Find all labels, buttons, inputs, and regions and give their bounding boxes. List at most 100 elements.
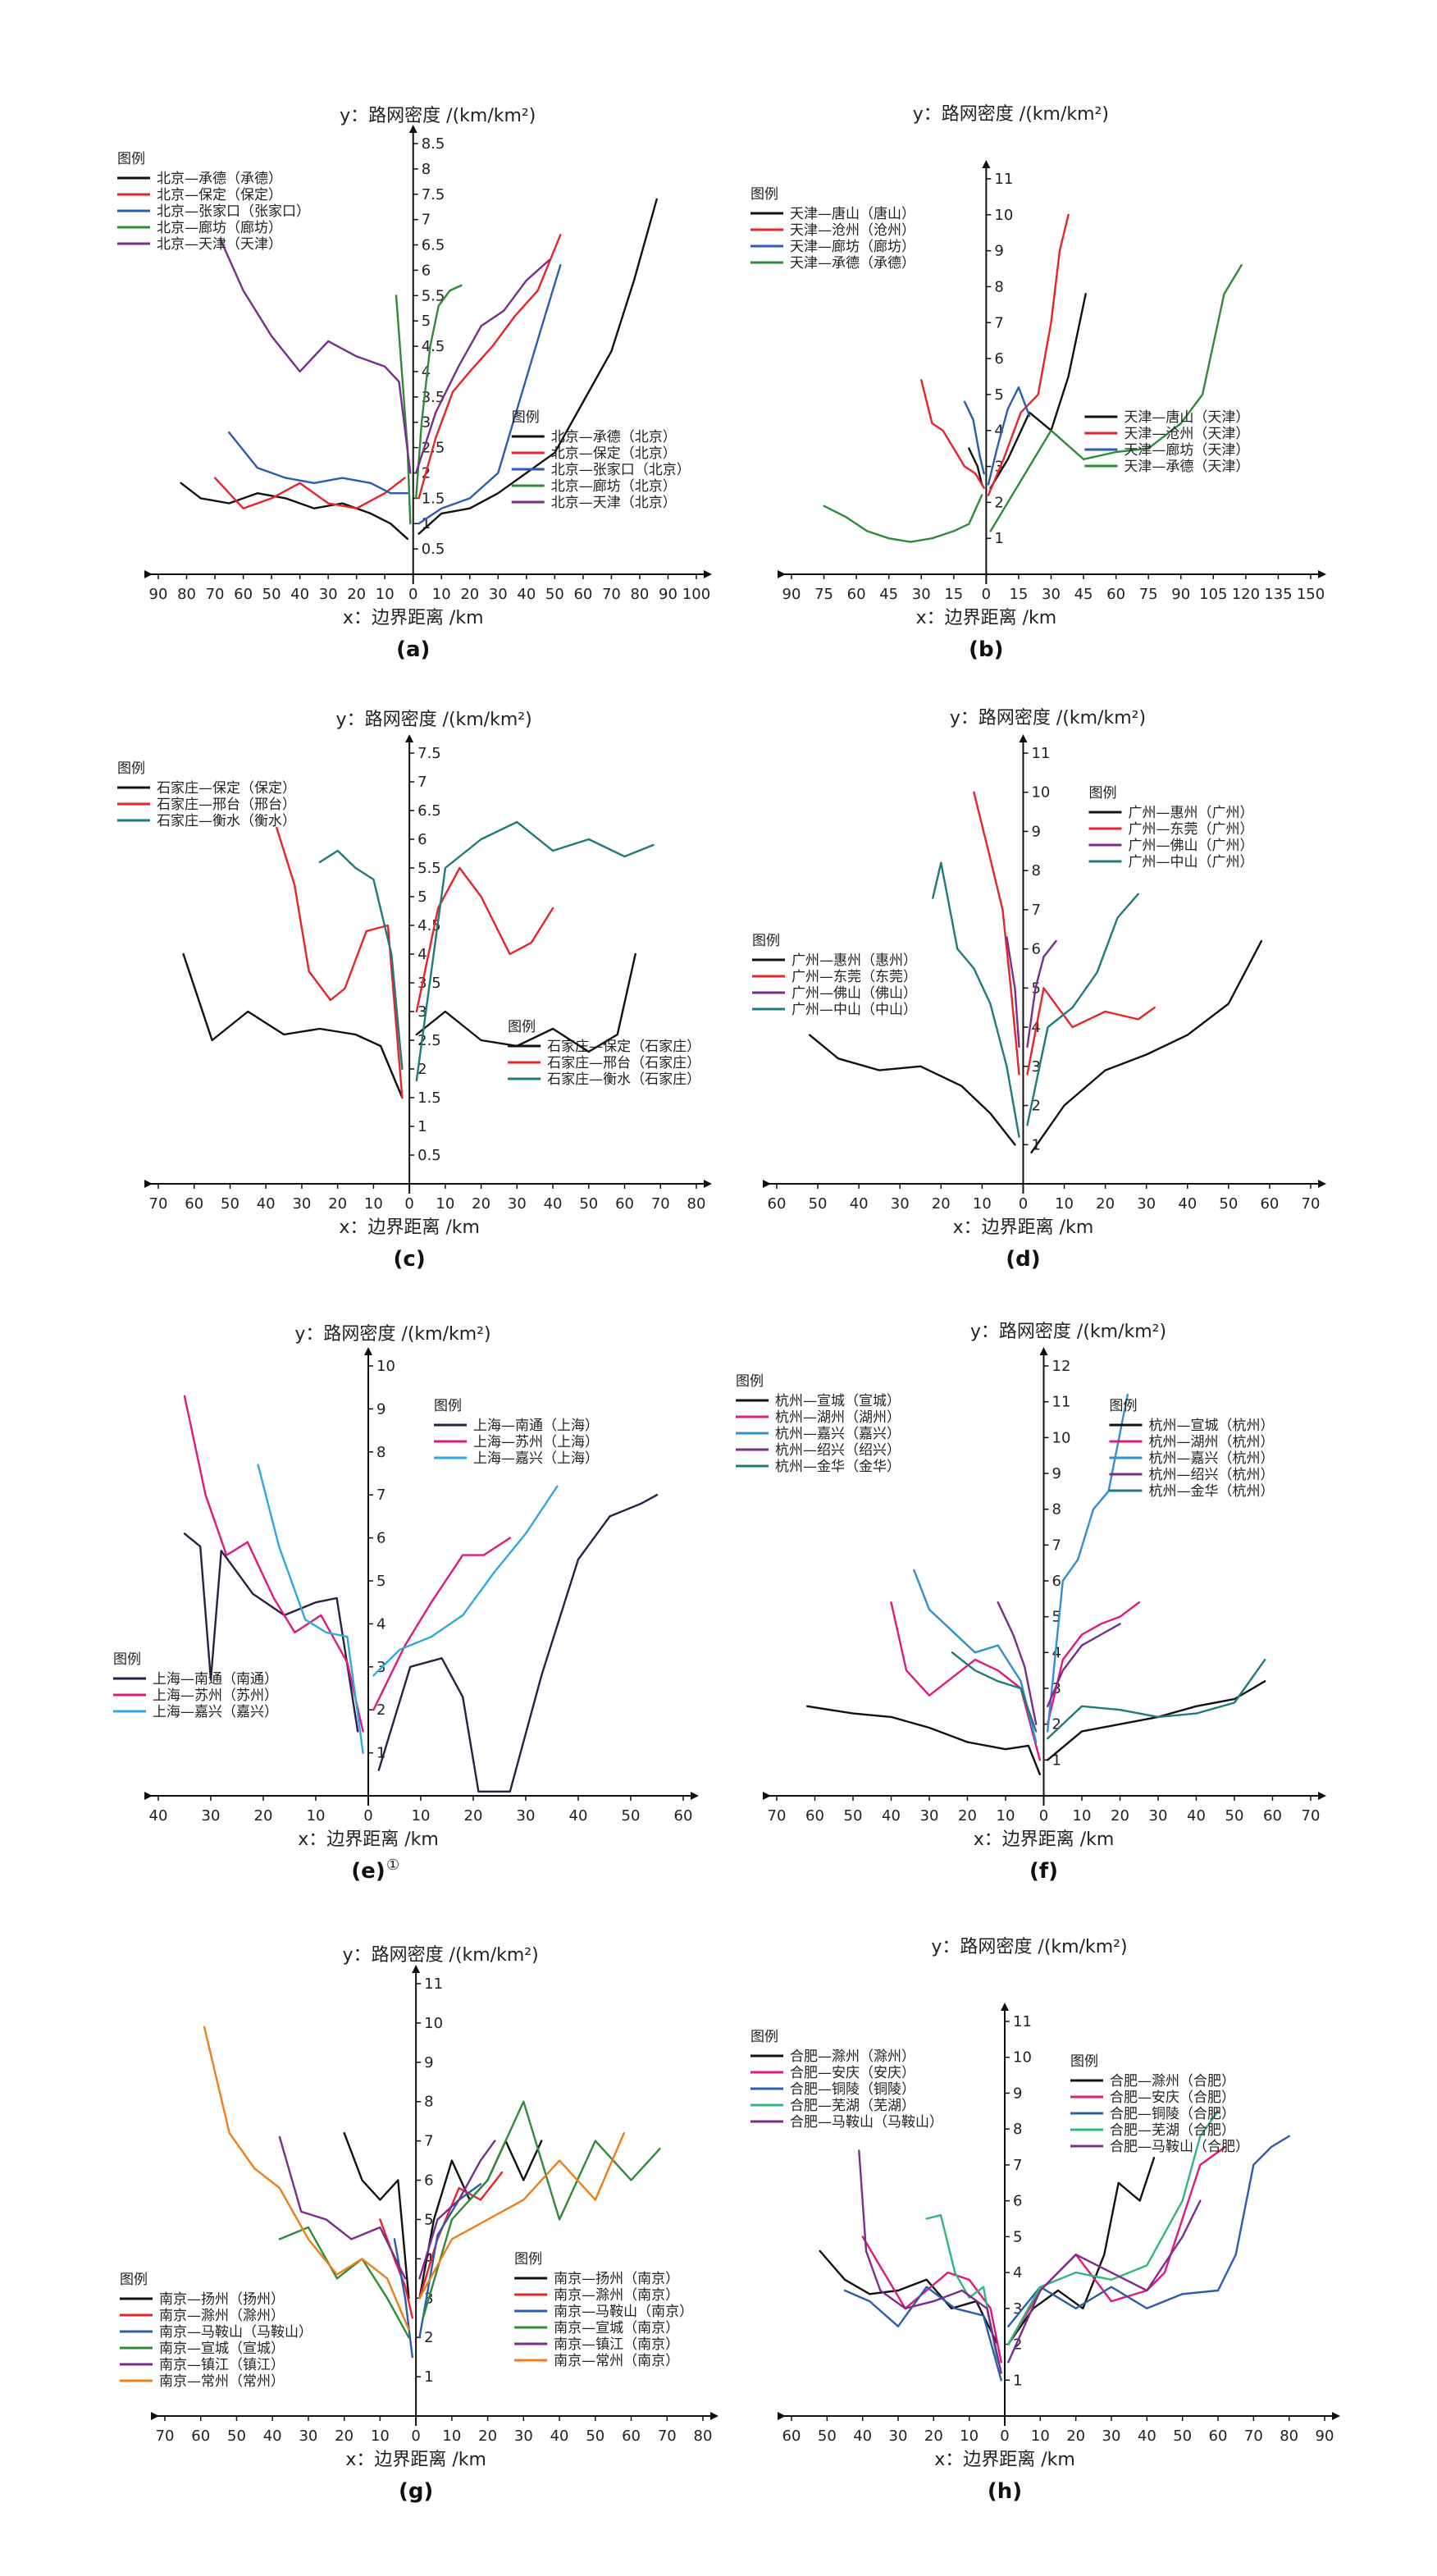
x-tick-label: 20 <box>347 586 366 603</box>
legend-label: 杭州—宣城（宣城） <box>775 1393 901 1409</box>
x-tick-label: 20 <box>335 2428 354 2445</box>
x-tick-label: 60 <box>782 2428 801 2445</box>
legend-label: 南京—镇江（镇江） <box>159 2357 285 2373</box>
x-tick-label: 120 <box>1232 586 1260 603</box>
x-tick-label: 50 <box>1173 2428 1192 2445</box>
x-tick-label: 70 <box>768 1807 787 1825</box>
legend-label: 合肥—铜陵（合肥） <box>1110 2106 1235 2122</box>
x-tick-label: 0 <box>982 586 991 603</box>
x-tick-label: 70 <box>602 586 621 603</box>
x-tick-label: 40 <box>544 1195 563 1213</box>
series-line <box>180 482 408 540</box>
x-tick-label: 10 <box>436 1195 454 1213</box>
x-tick-label: 20 <box>460 586 479 603</box>
x-tick-label: 100 <box>682 586 710 603</box>
x-tick-label: 50 <box>586 2428 604 2445</box>
x-tick-label: 70 <box>156 2428 175 2445</box>
y-tick-label: 10 <box>1052 1429 1071 1446</box>
y-tick-label: 5 <box>424 2211 433 2228</box>
series-line <box>951 1651 1038 1733</box>
series-line <box>997 1601 1038 1725</box>
x-tick-label: 105 <box>1199 586 1227 603</box>
x-tick-label: 10 <box>412 1807 431 1825</box>
series-line <box>925 2213 999 2364</box>
y-tick-label: 12 <box>1052 1358 1071 1375</box>
chart-panel: 70 60 50 40 30 20 10 0 10 20 30 40 50 60 7012345678910… <box>736 1322 1326 1884</box>
panel-label: (d) <box>1006 1247 1040 1272</box>
x-tick-label: 10 <box>307 1807 326 1825</box>
series-line <box>418 2183 482 2339</box>
series-line <box>257 1464 364 1754</box>
x-tick-label: 40 <box>517 586 536 603</box>
legend-label: 石家庄—保定（保定） <box>157 780 296 797</box>
legend-label: 天津—沧州（沧州） <box>790 222 915 239</box>
y-tick-label: 7 <box>1052 1537 1061 1554</box>
x-axis-title: x：边界距离 /km <box>298 1829 439 1850</box>
y-tick-label: 4.5 <box>422 338 445 355</box>
x-tick-label: 30 <box>508 1195 527 1213</box>
x-tick-label: 50 <box>1219 1195 1238 1213</box>
x-tick-label: 10 <box>1031 2428 1050 2445</box>
y-tick-label: 5 <box>376 1573 385 1590</box>
series-line <box>415 866 554 1013</box>
x-tick-label: 60 <box>768 1195 787 1213</box>
series-line <box>276 826 404 1099</box>
x-tick-label: 10 <box>997 1807 1015 1825</box>
x-tick-label: 80 <box>687 1195 706 1213</box>
y-tick-label: 3 <box>1031 1058 1040 1076</box>
series-line <box>1046 1658 1266 1740</box>
x-tick-label: 60 <box>1209 2428 1228 2445</box>
y-tick-label: 7 <box>1031 902 1040 919</box>
series-line <box>415 952 636 1053</box>
x-tick-label: 70 <box>658 2428 677 2445</box>
y-tick-label: 2 <box>417 1061 427 1078</box>
x-tick-label: 40 <box>850 1195 869 1213</box>
series-line <box>203 2026 410 2331</box>
x-tick-label: 50 <box>809 1195 828 1213</box>
y-axis-title: y：路网密度 /(km/km²) <box>970 1322 1166 1342</box>
y-tick-label: 6 <box>417 831 427 848</box>
y-tick-label: 1.5 <box>422 490 445 507</box>
x-tick-label: 30 <box>912 586 931 603</box>
x-tick-label: 15 <box>944 586 963 603</box>
x-tick-label: 0 <box>411 2428 420 2445</box>
series-line <box>1046 1680 1266 1761</box>
panel-label: (g) <box>399 2479 433 2504</box>
legend-label: 南京—常州（常州） <box>159 2373 285 2390</box>
x-axis-title: x：边界距离 /km <box>974 1829 1115 1850</box>
legend-title: 图例 <box>117 151 145 167</box>
series-line <box>418 2131 625 2300</box>
x-tick-label: 30 <box>920 1807 939 1825</box>
legend-label: 广州—中山（中山） <box>791 1002 917 1018</box>
legend-label: 上海—苏州（上海） <box>473 1434 599 1450</box>
x-tick-label: 80 <box>177 586 196 603</box>
y-tick-label: 1 <box>1052 1752 1061 1769</box>
x-tick-label: 40 <box>149 1807 168 1825</box>
series-line <box>213 477 406 509</box>
y-tick-label: 6 <box>1031 941 1040 958</box>
y-tick-label: 7.5 <box>422 186 445 203</box>
series-line <box>417 264 562 525</box>
legend-title: 图例 <box>750 2029 778 2045</box>
legend-label: 北京—承德（承德） <box>157 171 282 187</box>
y-tick-label: 9 <box>994 243 1003 260</box>
y-tick-label: 10 <box>1013 2049 1032 2067</box>
x-tick-label: 30 <box>1137 1195 1156 1213</box>
y-tick-label: 8 <box>1031 862 1040 879</box>
x-tick-label: 20 <box>464 1807 483 1825</box>
legend-label: 石家庄—衡水（石家庄） <box>547 1071 700 1088</box>
legend-label: 天津—廊坊（天津） <box>1124 442 1249 459</box>
y-tick-label: 6 <box>424 2172 433 2190</box>
legend-title: 图例 <box>1110 1398 1138 1414</box>
x-tick-label: 0 <box>1019 1195 1028 1213</box>
x-tick-label: 15 <box>1009 586 1028 603</box>
x-tick-label: 20 <box>958 1807 977 1825</box>
x-tick-label: 30 <box>1102 2428 1121 2445</box>
legend-label: 南京—马鞍山（马鞍山） <box>159 2324 312 2341</box>
legend-label: 北京—保定（北京） <box>551 445 677 462</box>
x-tick-label: 0 <box>408 586 417 603</box>
legend-title: 图例 <box>508 1019 536 1035</box>
y-tick-label: 9 <box>376 1400 385 1418</box>
legend-label: 杭州—金华（金华） <box>775 1459 901 1475</box>
y-tick-label: 3.5 <box>422 389 445 406</box>
